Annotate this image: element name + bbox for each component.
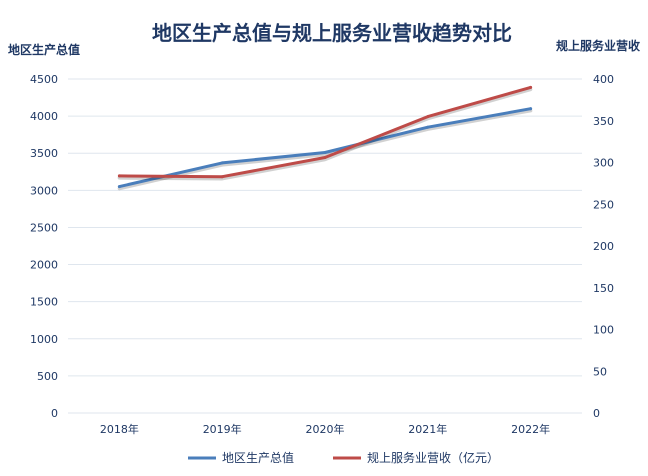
left-tick-label: 3500 <box>30 147 58 160</box>
x-axis-ticks: 2018年 2019年 2020年 2021年 2022年 <box>100 422 550 436</box>
left-tick-label: 3000 <box>30 184 58 197</box>
series-1-point <box>529 107 533 111</box>
legend-label: 地区生产总值 <box>222 450 294 465</box>
series-line-2 <box>117 85 533 179</box>
right-axis-ticks: 0 50 100 150 200 250 300 350 400 <box>593 73 614 420</box>
left-tick-label: 1500 <box>30 296 58 309</box>
legend-label: 规上服务业营收（亿元） <box>367 450 499 465</box>
right-tick-label: 250 <box>593 198 614 211</box>
x-tick-label: 2021年 <box>408 422 447 436</box>
left-tick-label: 2500 <box>30 221 58 234</box>
series-1-point <box>323 150 327 154</box>
right-axis-title: 规上服务业营收 <box>556 38 640 53</box>
series-1-point <box>220 161 224 165</box>
series-2-point <box>220 175 224 179</box>
right-tick-label: 50 <box>593 365 607 378</box>
series-layer <box>117 85 533 191</box>
left-tick-label: 2000 <box>30 259 58 272</box>
right-tick-label: 150 <box>593 282 614 295</box>
right-tick-label: 400 <box>593 73 614 86</box>
series-2-point <box>426 115 430 119</box>
series-1-point <box>117 185 121 189</box>
series-2-point <box>117 174 121 178</box>
series-line-shadow <box>117 87 533 181</box>
series-line-shadow <box>117 108 533 191</box>
left-axis-ticks: 0 500 1000 1500 2000 2500 3000 3500 4000 4500 <box>30 73 58 420</box>
legend: 地区生产总值 规上服务业营收（亿元） <box>188 450 499 465</box>
series-2-point <box>323 155 327 159</box>
left-tick-label: 4500 <box>30 73 58 86</box>
series-2-point <box>529 85 533 89</box>
right-tick-label: 100 <box>593 324 614 337</box>
x-tick-label: 2019年 <box>203 422 242 436</box>
series-1-point <box>426 125 430 129</box>
right-tick-label: 200 <box>593 240 614 253</box>
x-tick-label: 2018年 <box>100 422 139 436</box>
left-tick-label: 0 <box>51 407 58 420</box>
x-tick-label: 2020年 <box>306 422 345 436</box>
legend-item: 地区生产总值 <box>188 450 294 465</box>
chart-title: 地区生产总值与规上服务业营收趋势对比 <box>152 21 512 45</box>
left-axis-title: 地区生产总值 <box>8 42 80 57</box>
right-tick-label: 0 <box>593 407 600 420</box>
x-tick-label: 2022年 <box>511 422 550 436</box>
left-tick-label: 4000 <box>30 110 58 123</box>
left-tick-label: 500 <box>37 370 58 383</box>
left-tick-label: 1000 <box>30 333 58 346</box>
grid-layer <box>68 78 582 414</box>
right-tick-label: 350 <box>593 115 614 128</box>
legend-item: 规上服务业营收（亿元） <box>333 450 499 465</box>
right-tick-label: 300 <box>593 157 614 170</box>
